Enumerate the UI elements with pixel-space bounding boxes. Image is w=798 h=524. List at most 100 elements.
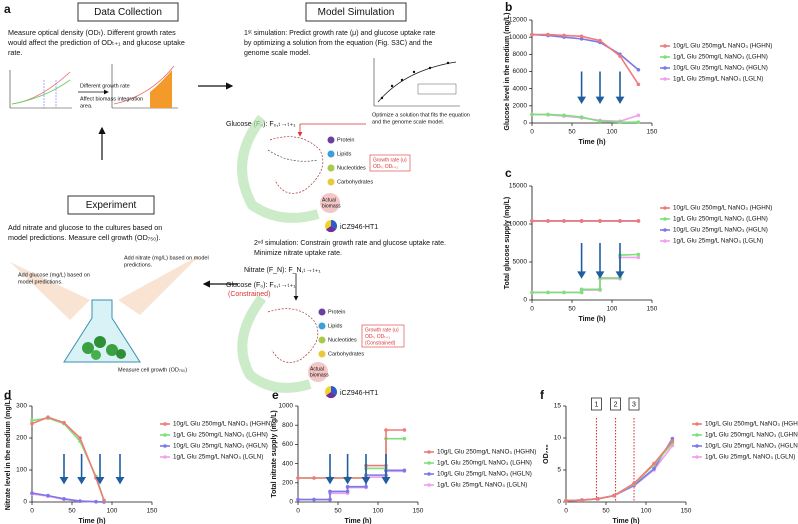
- legend-marker: [163, 422, 167, 426]
- text-line: Lipids: [337, 151, 352, 157]
- marker-label: 1: [594, 401, 598, 408]
- data-point: [46, 415, 50, 420]
- x-tick-label: 100: [641, 508, 652, 515]
- data-point: [636, 255, 641, 260]
- text-line: model predictions. Measure cell growth (…: [8, 233, 161, 242]
- text-line: Measure optical density (ODₜ). Different…: [8, 28, 176, 37]
- data-point: [636, 120, 641, 124]
- data-point: [579, 219, 584, 223]
- data-point: [579, 34, 584, 39]
- data-point: [636, 67, 641, 72]
- legend-label: 1g/L Glu 250mg/L NaNO₃ (LGHN): [173, 432, 268, 439]
- data-point: [546, 32, 550, 37]
- data-point: [62, 420, 66, 425]
- series-line: [565, 438, 674, 502]
- y-tick-label: 0: [523, 120, 527, 127]
- data-point: [402, 468, 407, 473]
- data-point: [618, 219, 622, 223]
- marker-label: 2: [614, 401, 618, 408]
- data-point: [579, 115, 584, 119]
- box-title: Data Collection: [94, 7, 162, 18]
- legend-label: 1g/L Glu 25mg/L NaNO₃ (LGLN): [437, 482, 527, 489]
- arrow: [595, 243, 605, 279]
- mini-plot: [9, 64, 178, 109]
- series-line: [531, 33, 639, 71]
- constrained-note: (Constrained): [228, 291, 270, 298]
- x-tick-label: 150: [647, 129, 658, 136]
- data-point: [562, 33, 566, 38]
- x-tick-label: 100: [607, 306, 618, 313]
- data-point: [579, 37, 584, 41]
- data-point: [402, 428, 407, 432]
- legend-marker: [663, 206, 667, 210]
- data-point: [530, 32, 534, 37]
- text-line: area.: [80, 103, 93, 109]
- legend-marker: [663, 55, 667, 59]
- x-tick-label: 150: [647, 306, 658, 313]
- panel-label: a: [4, 2, 11, 16]
- data-point: [296, 497, 300, 502]
- legend-marker: [427, 472, 431, 476]
- data-point: [598, 119, 602, 124]
- chart: d 0 100 200 300 0 50 100 150 Time (h) Nitrate leve…: [4, 388, 272, 524]
- legend-marker: [663, 77, 667, 81]
- data-point: [670, 439, 675, 444]
- text-line: and the genome scale model.: [372, 119, 445, 125]
- x-tick-label: 50: [68, 508, 76, 515]
- legend-label: 10g/L Glu 250mg/L NaNO₃ (HGHN): [173, 421, 272, 428]
- series-line: [298, 437, 405, 479]
- arrow: [577, 243, 587, 279]
- data-point: [562, 219, 566, 223]
- data-point: [30, 491, 34, 495]
- arrow: [115, 454, 125, 485]
- data-point: [598, 219, 602, 223]
- x-tick-label: 0: [530, 129, 534, 136]
- text-line: 2ⁿᵈ simulation: Constrain growth rate an…: [254, 240, 446, 247]
- arrow: [77, 454, 87, 485]
- arrow: [95, 454, 105, 485]
- y-tick-label: 600: [282, 441, 293, 448]
- text-line: would affect the prediction of ODₜ₊₁ and…: [7, 38, 185, 47]
- y-tick-label: 5: [557, 467, 561, 474]
- legend-marker: [695, 422, 699, 426]
- arrow: [595, 71, 605, 104]
- marker-box: [591, 397, 602, 411]
- box-title: Experiment: [86, 200, 137, 211]
- text-line: ODₜ, ODₜ₊₁: [373, 164, 398, 170]
- text-line: Nucleotides: [337, 165, 366, 171]
- series-line: [31, 416, 105, 501]
- text-line: Nucleotides: [328, 337, 357, 343]
- data-point: [345, 489, 350, 494]
- data-point: [402, 436, 407, 441]
- data-point: [562, 113, 566, 118]
- legend-label: 1g/L Glu 250mg/L NaNO₃ (LGHN): [673, 216, 768, 223]
- y-tick-label: 200: [16, 435, 27, 442]
- x-tick-label: 0: [564, 508, 568, 515]
- text-block: 2ⁿᵈ simulation: Constrain growth rate an…: [254, 240, 446, 257]
- data-point: [546, 290, 550, 295]
- data-point: [94, 499, 98, 504]
- data-point: [530, 290, 534, 295]
- data-point: [62, 497, 66, 501]
- text-block: Growth rate (u)ODₜ, ODₜ₊₁(Constrained): [365, 327, 399, 346]
- data-point: [30, 421, 34, 426]
- text-line: biomass: [310, 372, 329, 378]
- arrow: [325, 454, 335, 485]
- data-point: [636, 219, 641, 223]
- data-point: [562, 290, 566, 295]
- legend-marker: [163, 444, 167, 448]
- marker-label: 3: [632, 401, 636, 408]
- legend-marker: [427, 461, 431, 465]
- x-tick-label: 50: [602, 508, 610, 515]
- model-name: iCZ946-HT1: [340, 224, 378, 231]
- text-line: Growth rate (u): [365, 327, 399, 333]
- legend-label: 10g/L Glu 25mg/L NaNO₃ (HGLN): [673, 65, 768, 72]
- text-line: Protein: [337, 137, 354, 143]
- legend-marker: [663, 66, 667, 70]
- panel-label: d: [4, 388, 11, 402]
- data-point: [636, 82, 641, 87]
- data-point: [312, 497, 316, 502]
